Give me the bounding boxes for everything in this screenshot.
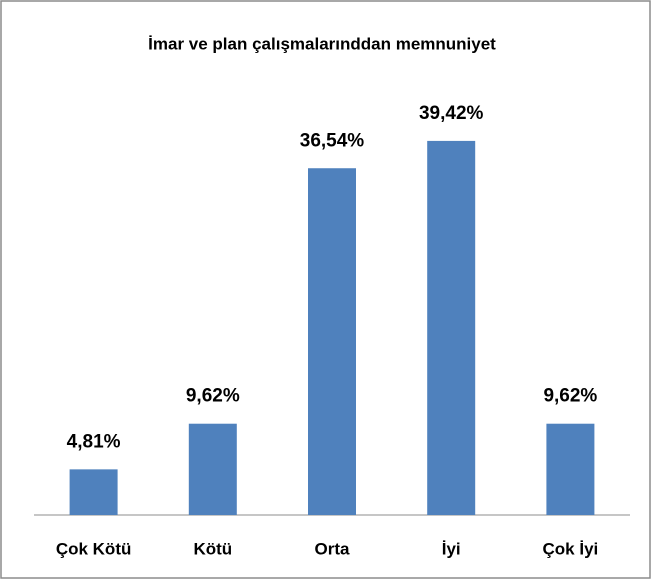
bar <box>308 168 356 515</box>
x-tick-label: Çok Kötü <box>56 539 132 558</box>
data-label: 36,54% <box>300 130 365 151</box>
x-tick-label: Çok İyi <box>543 539 599 558</box>
data-label: 4,81% <box>67 431 121 452</box>
x-tick-label: Orta <box>315 539 351 558</box>
bar <box>69 469 118 515</box>
x-tick-label: Kötü <box>193 539 232 558</box>
bar <box>188 423 237 515</box>
chart-title: İmar ve plan çalışmalarınddan memnuniyet <box>148 34 496 53</box>
x-tick-label: İyi <box>442 539 461 558</box>
data-label: 9,62% <box>543 386 597 407</box>
bar <box>546 423 595 515</box>
bar <box>427 140 476 515</box>
data-label: 9,62% <box>186 386 240 407</box>
data-label: 39,42% <box>419 103 484 124</box>
